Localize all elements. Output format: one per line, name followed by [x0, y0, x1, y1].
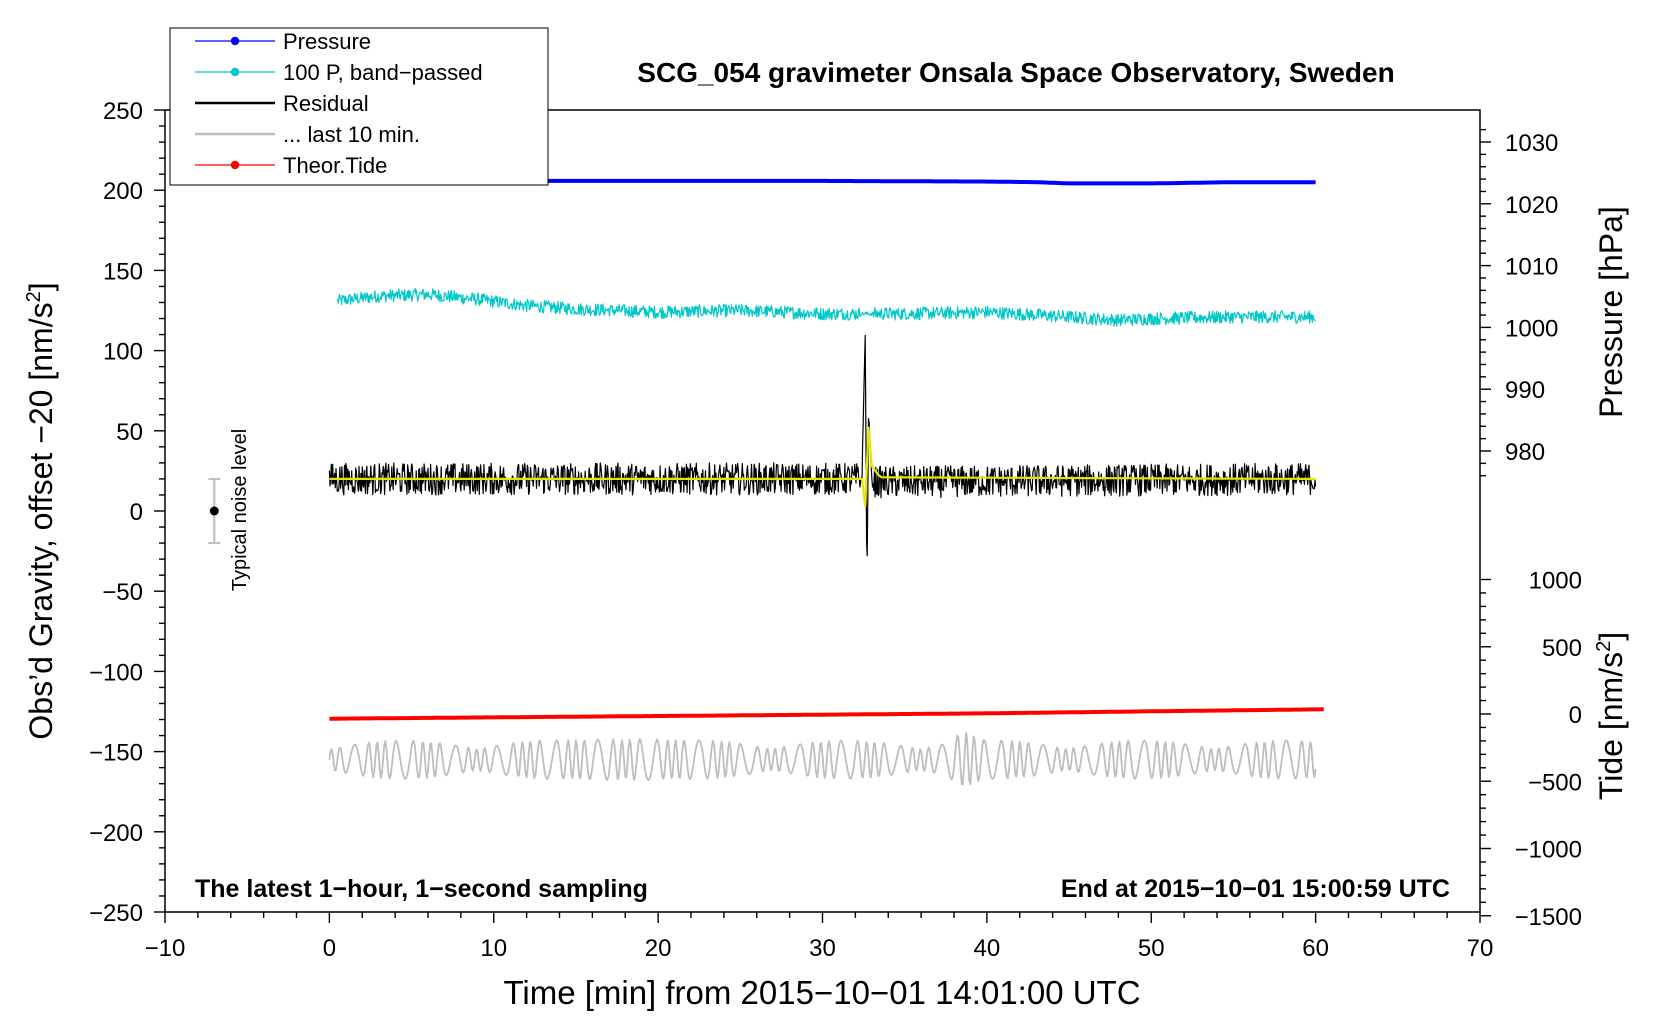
y-axis-label-left-sup: 2: [23, 291, 45, 302]
y-axis-label-left: Obs’d Gravity, offset −20 [nm/s2]: [23, 282, 59, 739]
x-axis-label: Time [min] from 2015−10−01 14:01:00 UTC: [503, 974, 1140, 1011]
x-tick-label: 70: [1467, 935, 1494, 962]
noise-level-label: Typical noise level: [229, 429, 251, 591]
plot-frame: [164, 109, 1481, 913]
x-tick-label: 50: [1138, 935, 1165, 962]
y-axis-label-left-tail: ]: [23, 282, 59, 291]
x-tick-label: 0: [323, 935, 336, 962]
legend-marker-pressure: [230, 36, 240, 46]
series-line-last-10-min: [328, 731, 1317, 786]
x-tick-label: 10: [480, 935, 507, 962]
tide-tick-label: 0: [1569, 702, 1582, 729]
y-tick-label: 100: [103, 339, 143, 366]
series-group: [208, 178, 1324, 786]
legend-label-theor-tide: Theor.Tide: [283, 153, 387, 178]
legend-marker-theor-tide: [230, 160, 240, 170]
legend-box: [169, 27, 549, 186]
y-tick-label: −200: [89, 820, 143, 847]
chart-title: SCG_054 gravimeter Onsala Space Observat…: [637, 57, 1394, 88]
noise-bar-point: [209, 506, 219, 516]
pressure-tick-label: 980: [1505, 439, 1545, 466]
series-line-residual: [328, 334, 1317, 557]
legend-label-100-p-band-passed: 100 P, band−passed: [283, 60, 483, 85]
y-tick-label: 0: [130, 499, 143, 526]
series-line-residual-smoothed: [329, 426, 1316, 507]
pressure-tick-label: 1030: [1505, 130, 1558, 157]
y-axis-label-pressure: Pressure [hPa]: [1593, 206, 1629, 418]
legend-label-pressure: Pressure: [283, 29, 371, 54]
tide-tick-label: −500: [1528, 769, 1582, 796]
y-tick-label: −150: [89, 740, 143, 767]
y-tick-label: −50: [102, 579, 143, 606]
pressure-tick-label: 990: [1505, 377, 1545, 404]
legend-marker-100-p-band-passed: [230, 67, 240, 77]
annotation-right: End at 2015−10−01 15:00:59 UTC: [1061, 875, 1450, 903]
y-axis-label-tide-sup: 2: [1593, 641, 1615, 652]
annotation-left: The latest 1−hour, 1−second sampling: [195, 875, 648, 903]
tide-tick-label: 1000: [1529, 568, 1582, 595]
y-tick-label: 200: [103, 178, 143, 205]
legend-label-residual: Residual: [283, 91, 369, 116]
x-tick-label: 40: [974, 935, 1001, 962]
x-tick-label: 60: [1302, 935, 1329, 962]
y-tick-label: 150: [103, 258, 143, 285]
axes-group: −10 0 10 20 30 40 50 60 70250200150100500−50−100…: [89, 98, 1582, 962]
y-tick-label: −100: [89, 659, 143, 686]
x-tick-label: 20: [645, 935, 672, 962]
tide-tick-label: 500: [1542, 635, 1582, 662]
y-axis-label-tide: Tide [nm/s2]: [1593, 632, 1629, 800]
pressure-tick-label: 1010: [1505, 254, 1558, 281]
y-axis-label-left-main: Obs’d Gravity, offset −20 [nm/s: [23, 302, 59, 739]
tide-tick-label: −1000: [1515, 837, 1582, 864]
pressure-tick-label: 1000: [1505, 315, 1558, 342]
y-axis-label-tide-main: Tide [nm/s: [1593, 652, 1629, 800]
x-tick-label: −10: [145, 935, 186, 962]
legend: Pressure 100 P, band−passed Residual ... la…: [169, 27, 549, 186]
y-tick-label: −250: [89, 900, 143, 927]
pressure-tick-label: 1020: [1505, 192, 1558, 219]
series-line-100-p-band-passed: [337, 287, 1317, 327]
y-tick-label: 50: [116, 419, 143, 446]
y-axis-label-tide-tail: ]: [1593, 632, 1629, 641]
y-tick-label: 250: [103, 98, 143, 125]
x-tick-label: 30: [809, 935, 836, 962]
legend-label-last-10-min: ... last 10 min.: [283, 122, 420, 147]
series-line-theor-tide: [329, 707, 1324, 721]
tide-tick-label: −1500: [1515, 904, 1582, 931]
